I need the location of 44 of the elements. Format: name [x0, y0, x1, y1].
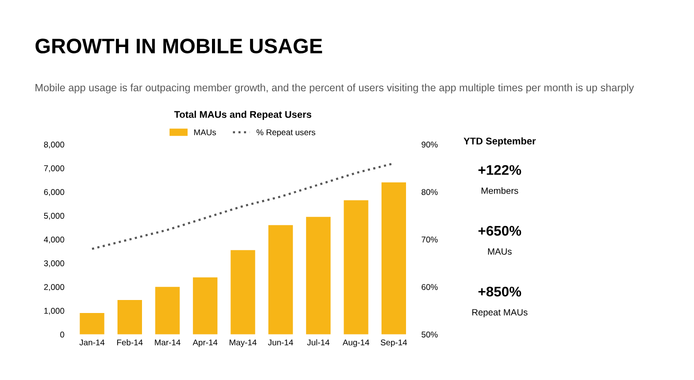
chart-subtitle: Mobile app usage is far outpacing member growth, and the percent of users visiting the app multiple times per month is up sharply	[36, 84, 634, 94]
chart-title: GROWTH IN MOBILE USAGE	[36, 38, 322, 54]
y-tick-label: 8,000	[44, 142, 64, 148]
bar	[192, 277, 218, 334]
bar	[155, 286, 180, 334]
text: Total MAUs and Repeat Users	[174, 110, 312, 120]
x-tick-label: Apr-14	[192, 340, 218, 348]
legend-label: MAUs	[194, 129, 216, 136]
text: MAUs	[488, 248, 512, 255]
x-tick-label: Aug-14	[342, 340, 370, 348]
y-tick-label: 4,000	[44, 236, 64, 244]
y-tick-label: 6,000	[44, 189, 64, 196]
legend-label: % Repeat users	[256, 129, 316, 137]
bar	[117, 300, 142, 334]
y-tick-label: 3,000	[44, 260, 64, 268]
text: Repeat MAUs	[472, 309, 528, 318]
bar	[344, 200, 368, 334]
x-tick-label: Jul-14	[307, 339, 330, 346]
y-tick-label: 2,000	[44, 284, 64, 291]
text: YTD September	[464, 137, 536, 146]
y2-tick-label: 50%	[422, 332, 438, 338]
y-tick-label: 5,000	[44, 212, 64, 220]
y-tick-label: 0	[60, 332, 64, 338]
y-tick-label: 1,000	[44, 308, 64, 315]
text: +122%	[478, 165, 522, 175]
x-tick-label: May-14	[230, 340, 257, 348]
bar	[80, 313, 104, 334]
text: +850%	[478, 286, 522, 297]
y2-tick-label: 80%	[422, 189, 438, 195]
text: +650%	[478, 226, 522, 236]
x-tick-label: Jan-14	[79, 340, 105, 346]
bar	[382, 182, 406, 334]
bar	[230, 250, 256, 334]
y2-tick-label: 60%	[422, 284, 438, 290]
y-tick-label: 7,000	[44, 165, 64, 172]
x-tick-label: Mar-14	[154, 340, 180, 346]
y2-tick-label: 70%	[422, 236, 438, 242]
x-tick-label: Jun-14	[268, 340, 294, 346]
x-tick-label: Sep-14	[380, 339, 407, 348]
bar	[268, 225, 293, 334]
x-tick-label: Feb-14	[117, 339, 143, 346]
bar	[306, 216, 331, 334]
text: Members	[482, 187, 518, 194]
y2-tick-label: 90%	[422, 142, 438, 148]
